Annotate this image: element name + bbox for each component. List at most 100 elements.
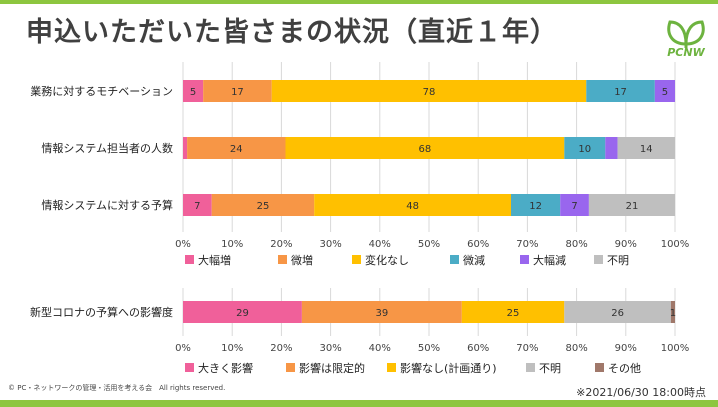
x-tick-label: 20% <box>270 343 292 354</box>
data-label: 17 <box>614 87 627 98</box>
category-label: 情報システム担当者の人数 <box>41 141 173 155</box>
bar-segment <box>617 137 675 159</box>
category-label: 新型コロナの予算への影響度 <box>30 305 173 319</box>
x-tick-label: 50% <box>418 239 440 250</box>
legend-swatch <box>286 363 295 372</box>
category-label: 業務に対するモチベーション <box>30 84 173 98</box>
x-tick-label: 100% <box>661 343 690 354</box>
pcnw-logo: PCNW <box>658 10 714 66</box>
x-tick-label: 20% <box>270 239 292 250</box>
bar-segment <box>314 194 511 216</box>
data-label: 7 <box>571 201 577 212</box>
x-tick-label: 80% <box>565 343 587 354</box>
leaf-logo-icon <box>667 20 705 48</box>
legend-label: 微減 <box>463 253 485 267</box>
bottom-accent-bar <box>0 400 718 407</box>
bar-segment <box>461 301 565 323</box>
bar-segment <box>654 80 675 102</box>
bar-segment <box>271 80 587 102</box>
bar-segment <box>183 137 188 159</box>
bar-segment <box>285 137 565 159</box>
x-tick-label: 30% <box>319 239 341 250</box>
bar-segment <box>605 137 618 159</box>
x-tick-label: 10% <box>221 239 243 250</box>
legend-label: 影響は限定的 <box>299 361 365 375</box>
data-label: 12 <box>529 201 542 212</box>
x-tick-label: 50% <box>418 343 440 354</box>
slide-title: 申込いただいた皆さまの状況（直近１年） <box>26 17 558 48</box>
top-accent-bar <box>0 0 718 4</box>
logo-text: PCNW <box>667 46 705 59</box>
data-label: 21 <box>626 201 639 212</box>
legend-label: 不明 <box>607 254 629 267</box>
x-tick-label: 10% <box>221 343 243 354</box>
data-label: 14 <box>640 144 653 155</box>
x-tick-label: 90% <box>615 343 637 354</box>
copyright-footer: © PC・ネットワークの管理・活用を考える会 All rights reserv… <box>8 384 226 392</box>
data-label: 5 <box>662 87 668 98</box>
bar-segment <box>187 137 286 159</box>
bar-segment <box>183 301 302 323</box>
data-label: 78 <box>423 87 436 98</box>
legend-swatch <box>185 363 194 372</box>
bar-segment <box>211 194 315 216</box>
legend-swatch <box>450 255 459 264</box>
data-label: 39 <box>375 308 388 319</box>
data-label: 25 <box>507 308 520 319</box>
x-tick-label: 70% <box>516 343 538 354</box>
legend-label: その他 <box>608 362 641 375</box>
data-label: 25 <box>257 201 270 212</box>
legend-label: 大幅減 <box>533 253 566 267</box>
bar-segment <box>586 80 655 102</box>
legend-label: 不明 <box>539 362 561 375</box>
x-tick-label: 0% <box>175 239 191 250</box>
legend-label: 大幅増 <box>198 253 231 267</box>
data-label: 7 <box>194 201 200 212</box>
legend-swatch <box>352 255 361 264</box>
data-label: 10 <box>578 144 591 155</box>
data-label: 26 <box>611 308 624 319</box>
data-label: 1 <box>670 308 676 319</box>
bar-segment <box>670 301 675 323</box>
bar-segment <box>301 301 462 323</box>
bar-segment <box>183 194 212 216</box>
bar-segment <box>183 80 204 102</box>
legend-swatch <box>185 255 194 264</box>
legend-swatch <box>278 255 287 264</box>
legend-swatch <box>387 363 396 372</box>
bar-segment <box>560 194 589 216</box>
x-tick-label: 100% <box>661 239 690 250</box>
timestamp-footer: ※2021/06/30 18:00時点 <box>576 386 706 399</box>
data-label: 24 <box>230 144 243 155</box>
x-tick-label: 60% <box>467 239 489 250</box>
x-tick-label: 0% <box>175 343 191 354</box>
data-label: 29 <box>236 308 249 319</box>
legend-label: 影響なし(計画通り) <box>400 361 497 375</box>
bar-segment <box>203 80 272 102</box>
data-label: 48 <box>406 201 419 212</box>
legend-label: 変化なし <box>365 253 409 267</box>
legend-label: 微増 <box>291 253 313 267</box>
data-label: 68 <box>419 144 432 155</box>
x-tick-label: 80% <box>565 239 587 250</box>
bar-segment <box>564 137 606 159</box>
legend-label: 大きく影響 <box>198 361 253 375</box>
bar-segment <box>511 194 561 216</box>
category-label: 情報システムに対する予算 <box>41 198 173 212</box>
x-tick-label: 40% <box>369 239 391 250</box>
legend-swatch <box>594 255 603 264</box>
x-tick-label: 90% <box>615 239 637 250</box>
x-tick-label: 70% <box>516 239 538 250</box>
legend-swatch <box>595 363 604 372</box>
legend-swatch <box>520 255 529 264</box>
bar-segment <box>588 194 675 216</box>
x-tick-label: 30% <box>319 343 341 354</box>
bar-segment <box>564 301 671 323</box>
x-tick-label: 60% <box>467 343 489 354</box>
legend-swatch <box>526 363 535 372</box>
data-label: 5 <box>190 87 196 98</box>
x-tick-label: 40% <box>369 343 391 354</box>
data-label: 17 <box>231 87 244 98</box>
